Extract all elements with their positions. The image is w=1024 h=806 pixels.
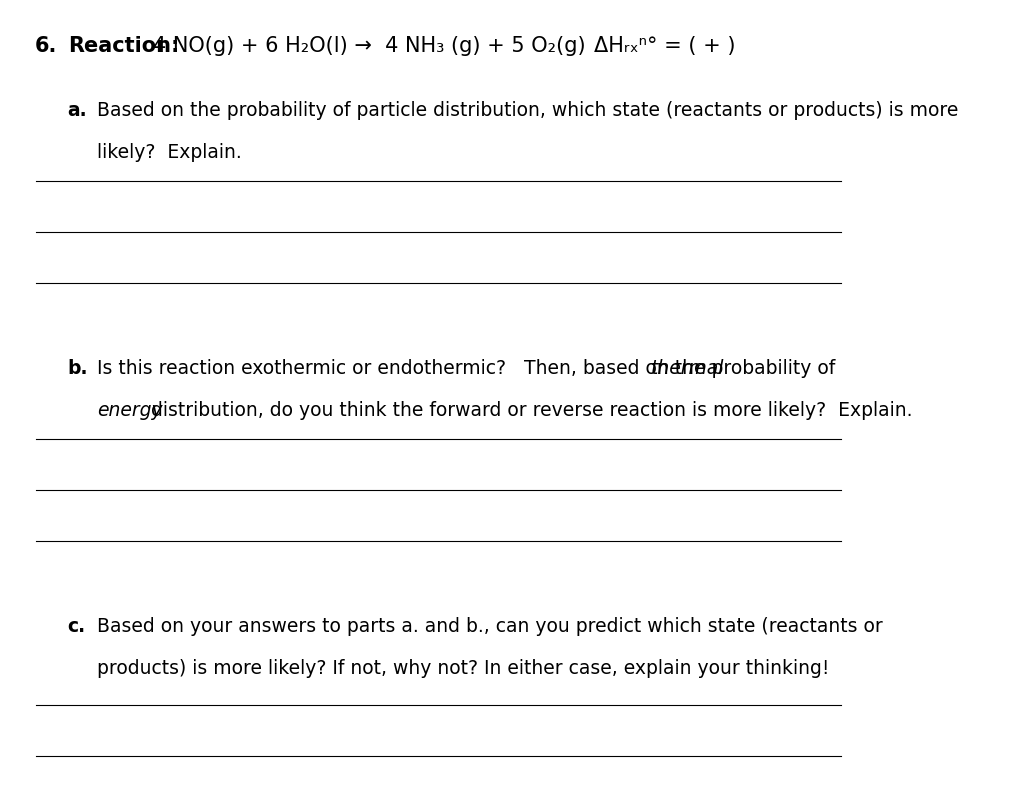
Text: Reaction:: Reaction:	[68, 36, 179, 56]
Text: ΔHᵣₓⁿ° = ( + ): ΔHᵣₓⁿ° = ( + )	[594, 36, 735, 56]
Text: c.: c.	[68, 617, 86, 636]
Text: thermal: thermal	[650, 359, 724, 378]
Text: products) is more likely? If not, why not? In either case, explain your thinking: products) is more likely? If not, why no…	[97, 659, 829, 678]
Text: 4 NO(g) + 6 H₂O(l) →  4 NH₃ (g) + 5 O₂(g): 4 NO(g) + 6 H₂O(l) → 4 NH₃ (g) + 5 O₂(g)	[153, 36, 586, 56]
Text: a.: a.	[68, 101, 87, 120]
Text: energy: energy	[97, 401, 163, 420]
Text: likely?  Explain.: likely? Explain.	[97, 143, 242, 162]
Text: Is this reaction exothermic or endothermic?   Then, based on the probability of: Is this reaction exothermic or endotherm…	[97, 359, 842, 378]
Text: 6.: 6.	[35, 36, 57, 56]
Text: Based on the probability of particle distribution, which state (reactants or pro: Based on the probability of particle dis…	[97, 101, 958, 120]
Text: b.: b.	[68, 359, 88, 378]
Text: Based on your answers to parts a. and b., can you predict which state (reactants: Based on your answers to parts a. and b.…	[97, 617, 883, 636]
Text: distribution, do you think the forward or reverse reaction is more likely?  Expl: distribution, do you think the forward o…	[144, 401, 912, 420]
